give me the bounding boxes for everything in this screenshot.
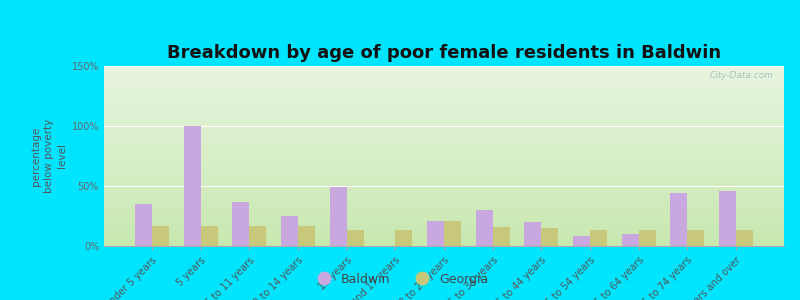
Title: Breakdown by age of poor female residents in Baldwin: Breakdown by age of poor female resident… bbox=[167, 44, 721, 62]
Text: City-Data.com: City-Data.com bbox=[710, 71, 774, 80]
Bar bbox=[638, 230, 656, 246]
Bar bbox=[395, 230, 412, 246]
Bar bbox=[476, 210, 493, 246]
Bar bbox=[232, 202, 250, 246]
Bar bbox=[281, 216, 298, 246]
Bar bbox=[298, 226, 315, 246]
Bar bbox=[493, 227, 510, 246]
Legend: Baldwin, Georgia: Baldwin, Georgia bbox=[306, 268, 494, 291]
Bar bbox=[573, 236, 590, 246]
Bar bbox=[622, 234, 638, 246]
Bar bbox=[201, 226, 218, 246]
Bar bbox=[135, 204, 152, 246]
Bar bbox=[444, 221, 461, 246]
Bar bbox=[542, 228, 558, 246]
Bar bbox=[590, 230, 607, 246]
Bar bbox=[152, 226, 169, 246]
Bar bbox=[427, 221, 444, 246]
Bar bbox=[687, 230, 705, 246]
Y-axis label: percentage
below poverty
level: percentage below poverty level bbox=[31, 119, 67, 193]
Bar bbox=[330, 187, 346, 246]
Bar bbox=[736, 230, 753, 246]
Bar bbox=[183, 126, 201, 246]
Bar bbox=[719, 191, 736, 246]
Bar bbox=[524, 222, 542, 246]
Bar bbox=[250, 226, 266, 246]
Bar bbox=[670, 193, 687, 246]
Bar bbox=[346, 230, 364, 246]
